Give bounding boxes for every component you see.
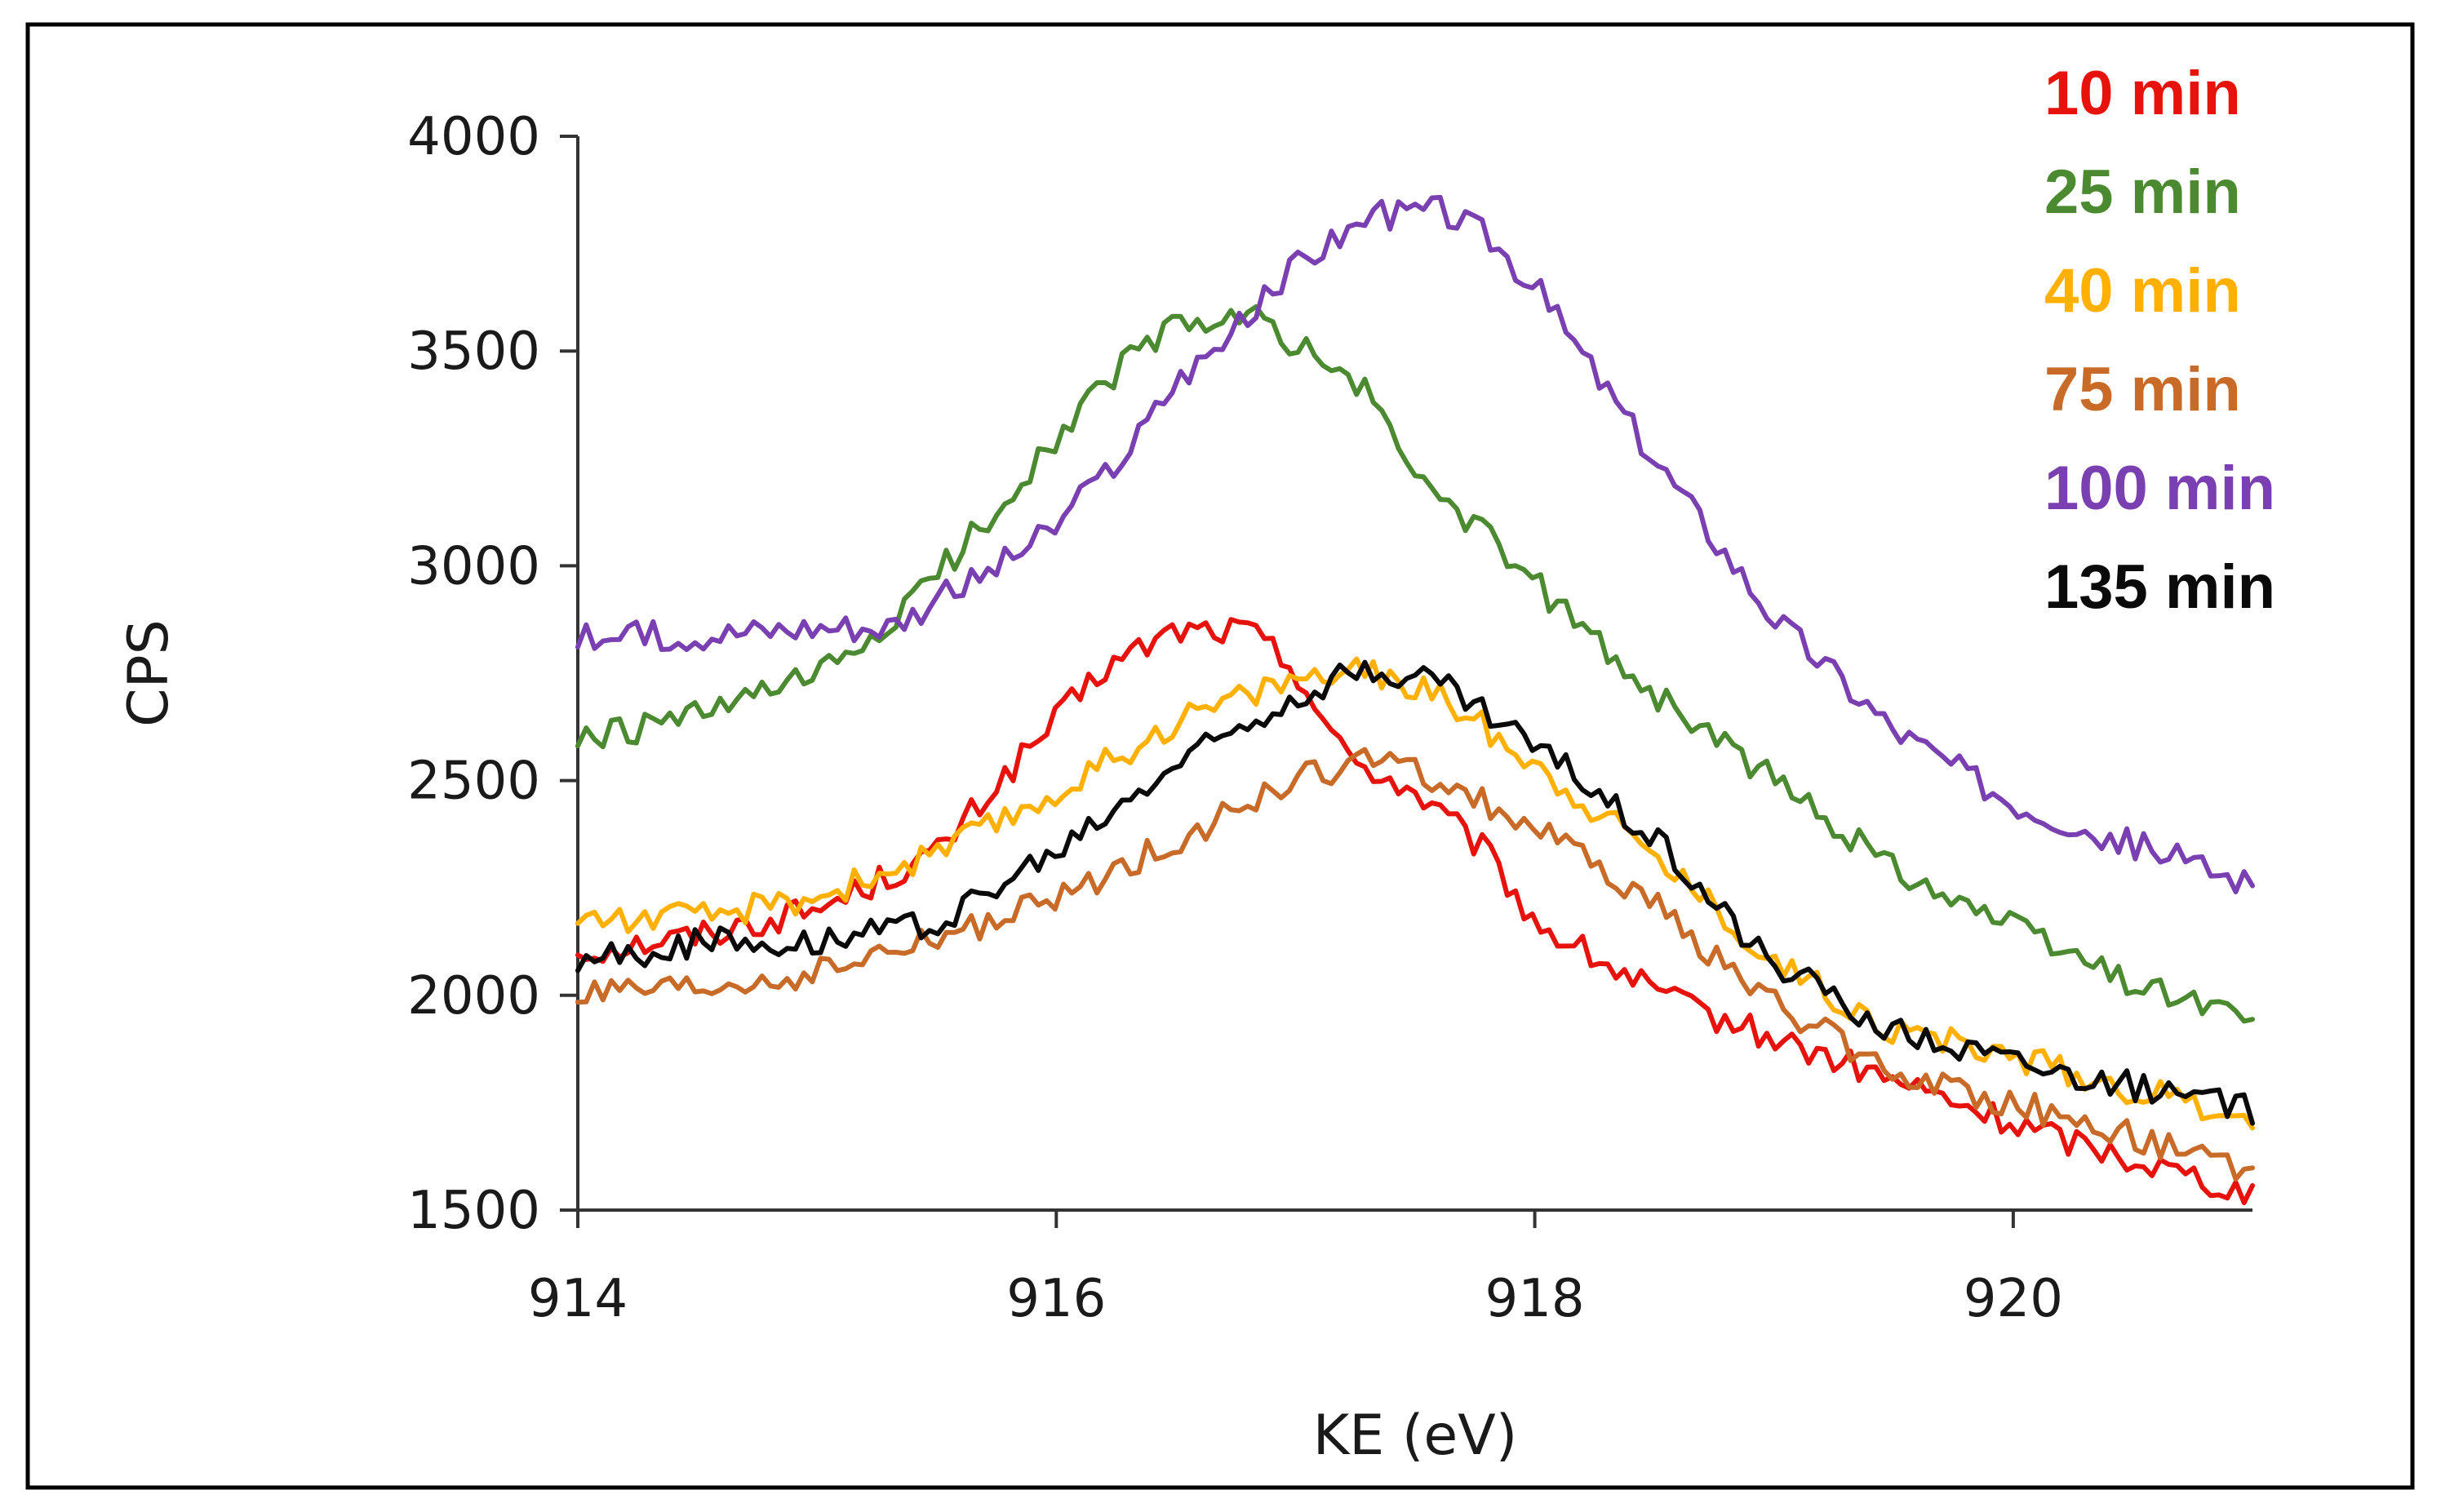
y-tick-label: 2000 — [407, 966, 540, 1026]
legend-entry: 25 min — [2044, 157, 2241, 227]
legend-entry: 100 min — [2044, 454, 2275, 523]
x-tick-label: 914 — [528, 1269, 628, 1329]
series-line-25-min — [575, 304, 2255, 1024]
legend-entry: 10 min — [2044, 59, 2241, 128]
y-tick-label: 1500 — [407, 1181, 540, 1241]
x-tick-label: 916 — [1006, 1269, 1106, 1329]
x-axis-title: KE (eV) — [1313, 1403, 1518, 1468]
y-tick-label: 2500 — [407, 752, 540, 812]
y-tick-label: 3000 — [407, 536, 540, 596]
x-tick-label: 918 — [1485, 1269, 1584, 1329]
legend-entry: 75 min — [2044, 355, 2241, 424]
series-line-100-min — [575, 194, 2255, 894]
y-tick-label: 4000 — [407, 107, 540, 167]
legend-entry: 135 min — [2044, 552, 2275, 622]
series-line-135-min — [575, 659, 2255, 1126]
y-axis-title: CPS — [117, 619, 181, 727]
series-line-40-min — [575, 656, 2255, 1131]
series-line-10-min — [575, 617, 2255, 1205]
figure-frame — [25, 22, 2415, 1490]
legend: 10 min 25 min 40 min 75 min 100 min 135 min — [2044, 59, 2275, 622]
legend-entry: 40 min — [2044, 256, 2241, 326]
series-line-75-min — [575, 747, 2255, 1182]
x-tick-label: 920 — [1964, 1269, 2063, 1329]
y-tick-label: 3500 — [407, 321, 540, 382]
